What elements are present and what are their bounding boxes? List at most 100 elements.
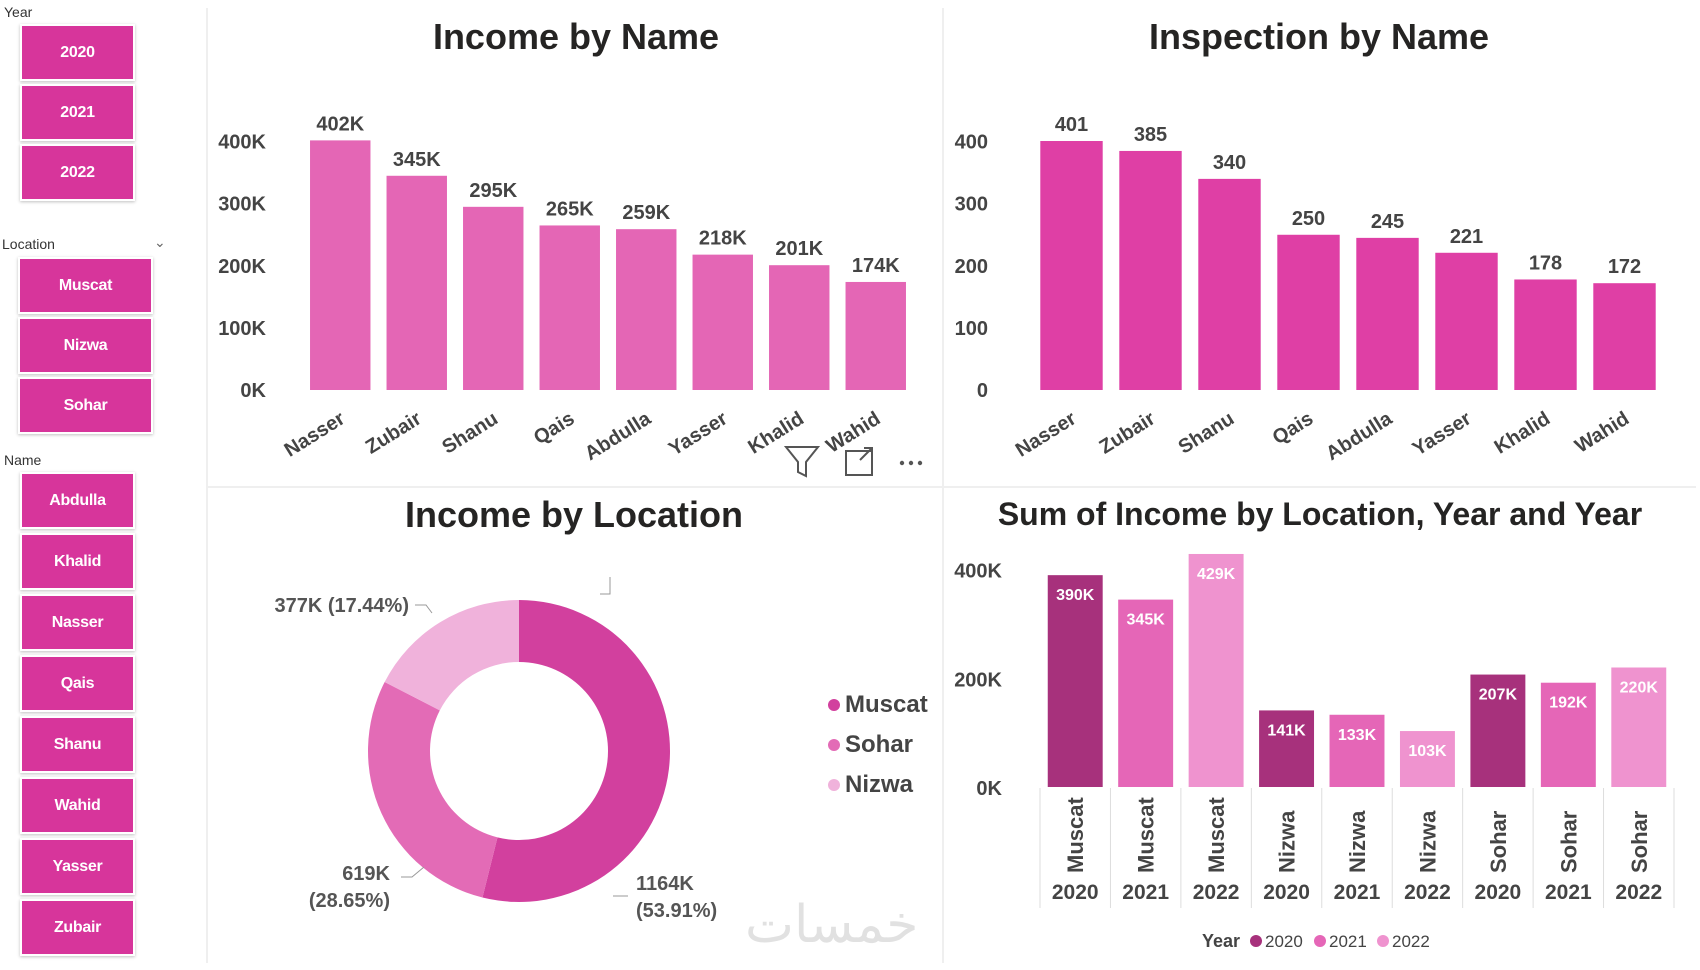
x-tick-label: Abdulla <box>581 407 656 465</box>
x-tick-label: Zubair <box>362 407 426 458</box>
legend-label: Nizwa <box>845 771 914 798</box>
data-label: 103K <box>1408 743 1447 760</box>
data-label: 1164K <box>636 873 694 895</box>
bar-wahid <box>1593 283 1656 390</box>
x-tick-label: Nizwa <box>1415 810 1440 873</box>
name-slicer-button-nasser[interactable]: Nasser <box>20 594 135 651</box>
data-label: 221 <box>1450 226 1483 248</box>
location-slicer-button-nizwa[interactable]: Nizwa <box>18 317 153 374</box>
slice-muscat <box>482 600 670 902</box>
name-slicer-button-wahid[interactable]: Wahid <box>20 777 135 834</box>
name-slicer-button-yasser[interactable]: Yasser <box>20 838 135 895</box>
location-slicer-button-sohar[interactable]: Sohar <box>18 377 153 434</box>
chart-title: Income by Name <box>433 16 719 57</box>
x-tick-label: Nasser <box>281 407 349 461</box>
chevron-down-icon[interactable]: ⌄ <box>154 234 166 250</box>
panel-divider <box>942 8 944 963</box>
name-slicer-button-khalid[interactable]: Khalid <box>20 533 135 590</box>
inspection-by-name-chart[interactable]: Inspection by Name 0 100 200 300 400 401 Nasser… <box>944 0 1694 486</box>
bar-abdulla <box>1356 237 1419 390</box>
bar-sohar-2021 <box>1540 682 1596 787</box>
data-label: 141K <box>1267 722 1306 739</box>
legend-label: Muscat <box>845 691 928 718</box>
y-tick-label: 200 <box>955 256 988 278</box>
slice-sohar <box>368 682 498 898</box>
y-tick-label: 400K <box>218 132 266 154</box>
data-label: 192K <box>1549 695 1588 712</box>
legend-label: 2021 <box>1329 932 1367 951</box>
bar-wahid <box>845 281 906 390</box>
y-tick-label: 300K <box>218 194 266 216</box>
legend-marker <box>1314 935 1326 947</box>
y-tick-label: 100 <box>955 318 988 340</box>
more-options-icon[interactable] <box>899 460 923 466</box>
data-label: 385 <box>1134 124 1167 146</box>
bar-abdulla <box>616 229 677 390</box>
sum-income-location-year-chart[interactable]: Sum of Income by Location, Year and Year… <box>944 488 1694 966</box>
x-tick-label: Khalid <box>744 408 807 459</box>
bar-sohar-2022 <box>1611 667 1667 787</box>
x-tick-label: Nasser <box>1012 407 1080 461</box>
bar-qais <box>539 225 600 390</box>
x-tick-label: Muscat <box>1134 797 1159 873</box>
income-by-location-chart[interactable]: Income by Location 1164K (53.91%) 619K (28.6… <box>208 488 942 966</box>
name-slicer-button-shanu[interactable]: Shanu <box>20 716 135 773</box>
x-tick-label: Shanu <box>438 408 501 459</box>
x-tick-label: 2022 <box>1404 881 1451 904</box>
y-tick-label: 200K <box>218 256 266 278</box>
name-slicer-button-qais[interactable]: Qais <box>20 655 135 712</box>
location-slicer-button-muscat[interactable]: Muscat <box>18 257 153 314</box>
x-tick-label: Nizwa <box>1275 810 1300 873</box>
bar-zubair <box>1119 150 1182 390</box>
legend-label: Sohar <box>845 731 913 758</box>
y-tick-label: 0K <box>240 380 266 402</box>
bar-nasser <box>1040 141 1103 390</box>
x-tick-label: Zubair <box>1096 407 1160 458</box>
bar-nizwa-2020 <box>1259 710 1315 787</box>
data-label: 401 <box>1055 114 1088 136</box>
x-tick-label: Yasser <box>1409 407 1476 460</box>
data-label: 259K <box>622 202 670 224</box>
location-slicer-label: Location <box>2 236 55 252</box>
chart-title: Income by Location <box>405 494 743 535</box>
filter-icon[interactable] <box>783 446 821 478</box>
leader-line <box>415 604 433 614</box>
data-label: 377K (17.44%) <box>274 595 409 617</box>
year-slicer-button-2020[interactable]: 2020 <box>20 24 135 81</box>
focus-mode-icon[interactable] <box>845 447 873 476</box>
y-tick-label: 0 <box>977 380 988 402</box>
bar-shanu <box>463 206 524 390</box>
x-tick-label: 2020 <box>1475 881 1522 904</box>
y-tick-label: 0K <box>976 778 1002 800</box>
watermark-logo: خمسات <box>745 895 919 955</box>
data-label: (53.91%) <box>636 900 717 922</box>
data-label: 295K <box>469 180 517 202</box>
year-slicer-label: Year <box>4 4 33 20</box>
data-label: 201K <box>775 238 823 260</box>
year-slicer-button-2022[interactable]: 2022 <box>20 144 135 201</box>
bar-sohar-2020 <box>1470 674 1526 787</box>
legend-marker <box>828 699 840 711</box>
x-tick-label: Qais <box>1269 408 1317 450</box>
panel-divider <box>206 486 1696 488</box>
year-slicer-button-2021[interactable]: 2021 <box>20 84 135 141</box>
name-slicer-button-zubair[interactable]: Zubair <box>20 899 135 956</box>
bar-nizwa-2021 <box>1329 714 1385 787</box>
name-slicer-button-abdulla[interactable]: Abdulla <box>20 472 135 529</box>
legend-marker <box>1250 935 1262 947</box>
x-tick-label: Abdulla <box>1322 407 1397 465</box>
income-by-name-chart[interactable]: Income by Name 0K 100K 200K 300K 400K 402K Nass… <box>208 0 942 486</box>
legend-label: 2020 <box>1265 932 1303 951</box>
x-tick-label: Sohar <box>1627 810 1652 873</box>
x-tick-label: Shanu <box>1175 408 1238 459</box>
data-label: 390K <box>1056 587 1095 604</box>
data-label: 220K <box>1620 680 1659 697</box>
x-tick-label: Nizwa <box>1345 810 1370 873</box>
y-tick-label: 200K <box>954 669 1002 691</box>
legend-marker <box>1377 935 1389 947</box>
data-label: 340 <box>1213 152 1246 174</box>
legend-title: Year <box>1202 931 1240 951</box>
bar-khalid <box>769 265 830 390</box>
bar-qais <box>1277 234 1340 390</box>
data-label: 402K <box>316 113 364 135</box>
